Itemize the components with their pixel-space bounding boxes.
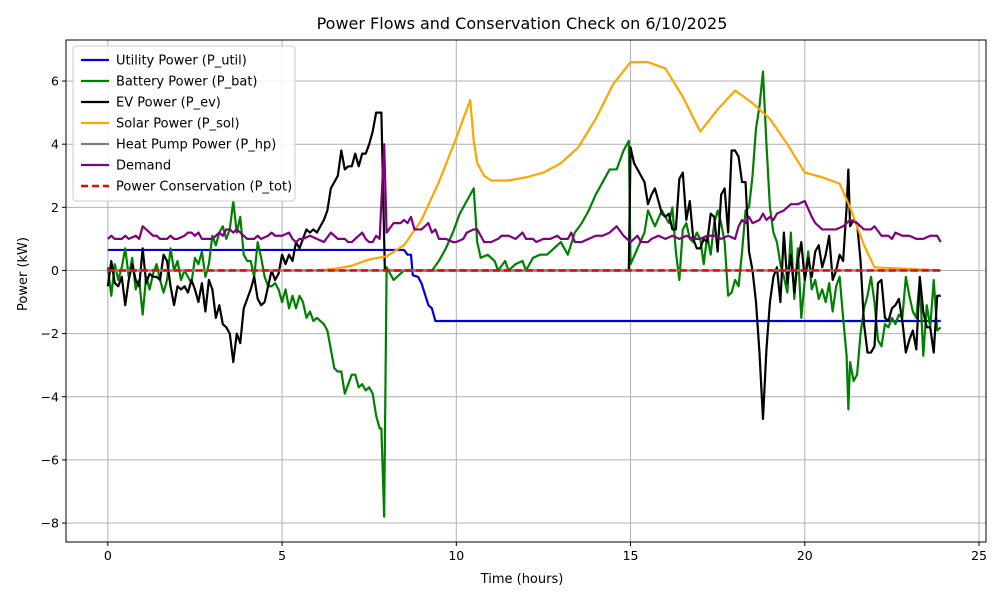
y-tick-label: 6 (51, 74, 59, 89)
y-tick-label: −2 (41, 326, 59, 341)
legend-label: Power Conservation (P_tot) (116, 180, 292, 195)
y-tick-label: 4 (51, 137, 59, 152)
y-axis-label: Power (kW) (16, 237, 31, 311)
x-tick-label: 5 (278, 548, 286, 563)
legend-label: Solar Power (P_sol) (116, 117, 240, 132)
legend-label: Demand (116, 159, 171, 174)
x-tick-label: 15 (623, 548, 639, 563)
legend-label: Utility Power (P_util) (116, 54, 247, 69)
y-ticks: −8 −6 −4 −2 0 2 4 6 (41, 74, 66, 531)
legend: Utility Power (P_util) Battery Power (P_b… (72, 45, 296, 202)
plot-lines (106, 61, 942, 518)
legend-label: EV Power (P_ev) (116, 96, 221, 111)
legend-label: Battery Power (P_bat) (116, 75, 257, 90)
x-ticks: 0 5 10 15 20 25 (104, 542, 987, 563)
y-tick-label: −6 (41, 452, 59, 467)
y-tick-label: 0 (51, 263, 59, 278)
series-line-0 (107, 248, 941, 323)
y-tick-label: −8 (41, 516, 59, 531)
series-line-3 (107, 61, 941, 272)
x-tick-label: 0 (104, 548, 112, 563)
series-line-5 (107, 143, 942, 244)
x-axis-label: Time (hours) (480, 572, 564, 587)
legend-label: Heat Pump Power (P_hp) (116, 138, 276, 153)
series-line-2 (106, 111, 941, 420)
axes-frame (65, 39, 987, 543)
legend-box (72, 45, 296, 202)
y-tick-label: 2 (51, 200, 59, 215)
x-tick-label: 10 (448, 548, 464, 563)
y-tick-label: −4 (41, 389, 59, 404)
x-tick-label: 25 (971, 548, 987, 563)
x-tick-label: 20 (797, 548, 813, 563)
chart-title: Power Flows and Conservation Check on 6/… (317, 14, 728, 33)
